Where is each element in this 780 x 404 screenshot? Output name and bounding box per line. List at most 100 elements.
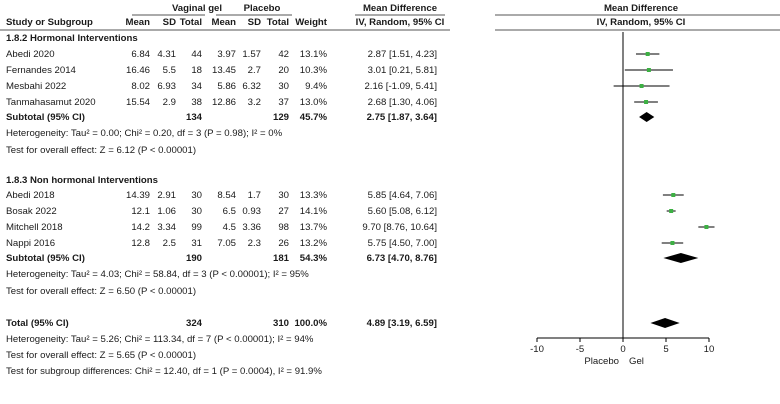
study-c-mean: 4.5 xyxy=(223,222,236,233)
study-e-mean: 12.1 xyxy=(131,206,150,217)
heterogeneity-text: Heterogeneity: Tau² = 4.03; Chi² = 58.84… xyxy=(6,269,309,280)
header-md-method: IV, Random, 95% CI xyxy=(356,17,445,28)
study-c-mean: 5.86 xyxy=(217,81,236,92)
study-ci: 2.68 [1.30, 4.06] xyxy=(368,97,437,108)
study-weight: 13.0% xyxy=(300,97,328,108)
study-c-sd: 2.7 xyxy=(248,65,261,76)
header-rules xyxy=(0,14,780,31)
study-e-total: 44 xyxy=(191,49,202,60)
header-weight: Weight xyxy=(295,17,328,28)
study-c-mean: 6.5 xyxy=(223,206,236,217)
study-e-sd: 5.5 xyxy=(163,65,176,76)
x-tick-label: 5 xyxy=(663,344,668,355)
subtotal-e-total: 134 xyxy=(186,112,203,123)
study-e-total: 18 xyxy=(191,65,202,76)
study-point xyxy=(671,193,676,197)
subgroup-title: 1.8.2 Hormonal Interventions xyxy=(6,33,138,44)
study-e-mean: 15.54 xyxy=(126,97,151,108)
study-ci: 9.70 [8.76, 10.64] xyxy=(362,222,437,233)
subtotal-label: Subtotal (95% CI) xyxy=(6,112,85,123)
total-overall-effect: Test for overall effect: Z = 5.65 (P < 0… xyxy=(6,350,196,361)
study-ci: 2.87 [1.51, 4.23] xyxy=(368,49,437,60)
subtotal-weight: 45.7% xyxy=(300,112,328,123)
header-c-total: Total xyxy=(267,17,289,28)
header-c-mean: Mean xyxy=(211,17,236,28)
study-c-sd: 6.32 xyxy=(242,81,261,92)
study-name: Tanmahasamut 2020 xyxy=(6,97,96,108)
study-e-total: 34 xyxy=(191,81,202,92)
study-c-mean: 8.54 xyxy=(217,190,236,201)
study-point xyxy=(646,68,651,72)
study-c-total: 26 xyxy=(278,238,289,249)
favours-right: Gel xyxy=(629,356,644,367)
header-e-total: Total xyxy=(180,17,202,28)
study-point xyxy=(704,225,709,229)
study-e-sd: 4.31 xyxy=(157,49,176,60)
study-e-sd: 2.9 xyxy=(163,97,176,108)
study-weight: 10.3% xyxy=(300,65,328,76)
header-md-method-plot: IV, Random, 95% CI xyxy=(597,17,686,28)
total-c-total: 310 xyxy=(273,318,289,329)
study-weight: 13.2% xyxy=(300,238,328,249)
total-heterogeneity: Heterogeneity: Tau² = 5.26; Chi² = 113.3… xyxy=(6,334,314,345)
header-mean-difference: Mean Difference xyxy=(363,3,437,14)
header-mean-difference-plot: Mean Difference xyxy=(604,3,678,14)
study-ci: 2.16 [-1.09, 5.41] xyxy=(364,81,437,92)
study-ci: 5.85 [4.64, 7.06] xyxy=(368,190,437,201)
total-label: Total (95% CI) xyxy=(6,318,69,329)
study-e-mean: 14.2 xyxy=(131,222,150,233)
subtotal-c-total: 181 xyxy=(273,253,290,264)
study-c-total: 30 xyxy=(278,190,289,201)
study-e-sd: 1.06 xyxy=(157,206,176,217)
total-e-total: 324 xyxy=(186,318,203,329)
study-c-sd: 2.3 xyxy=(248,238,261,249)
study-c-total: 27 xyxy=(278,206,289,217)
study-name: Bosak 2022 xyxy=(6,206,57,217)
x-tick-label: -5 xyxy=(576,344,585,355)
header-placebo: Placebo xyxy=(244,3,281,14)
study-point xyxy=(644,100,649,104)
study-weight: 14.1% xyxy=(300,206,328,217)
study-name: Abedi 2020 xyxy=(6,49,55,60)
study-c-sd: 1.57 xyxy=(242,49,261,60)
subtotal-ci: 2.75 [1.87, 3.64] xyxy=(367,112,437,123)
study-c-sd: 3.36 xyxy=(242,222,261,233)
study-e-total: 30 xyxy=(191,190,202,201)
overall-effect-text: Test for overall effect: Z = 6.12 (P < 0… xyxy=(6,145,196,156)
study-c-total: 98 xyxy=(278,222,289,233)
study-e-total: 30 xyxy=(191,206,202,217)
study-weight: 13.7% xyxy=(300,222,328,233)
subtotal-e-total: 190 xyxy=(186,253,202,264)
overall-effect-text: Test for overall effect: Z = 6.50 (P < 0… xyxy=(6,286,196,297)
study-c-total: 20 xyxy=(278,65,289,76)
study-e-mean: 16.46 xyxy=(126,65,150,76)
x-tick-label: -10 xyxy=(530,344,544,355)
x-tick-label: 10 xyxy=(704,344,715,355)
total-weight: 100.0% xyxy=(294,318,327,329)
study-c-sd: 0.93 xyxy=(242,206,261,217)
study-e-sd: 2.5 xyxy=(163,238,176,249)
study-c-total: 30 xyxy=(278,81,289,92)
study-c-sd: 1.7 xyxy=(248,190,261,201)
study-e-sd: 6.93 xyxy=(157,81,176,92)
plot-area: -10 -5 0 5 10 Placebo Gel xyxy=(530,32,715,367)
study-e-sd: 3.34 xyxy=(157,222,176,233)
study-c-total: 37 xyxy=(278,97,289,108)
study-ci: 5.75 [4.50, 7.00] xyxy=(368,238,437,249)
study-name: Mitchell 2018 xyxy=(6,222,63,233)
study-weight: 13.3% xyxy=(300,190,328,201)
study-name: Mesbahi 2022 xyxy=(6,81,66,92)
header-c-sd: SD xyxy=(248,17,261,28)
study-c-mean: 12.86 xyxy=(212,97,236,108)
study-point xyxy=(670,241,675,245)
study-weight: 9.4% xyxy=(305,81,327,92)
study-e-mean: 12.8 xyxy=(131,238,150,249)
study-c-mean: 7.05 xyxy=(217,238,236,249)
subgroup-title: 1.8.3 Non hormonal Interventions xyxy=(6,175,158,186)
study-c-total: 42 xyxy=(278,49,289,60)
study-c-sd: 3.2 xyxy=(248,97,261,108)
subtotal-diamond xyxy=(663,253,699,263)
header-e-mean: Mean xyxy=(125,17,150,28)
table-text: Vaginal gel Placebo Mean Difference Mean Di… xyxy=(6,3,686,377)
